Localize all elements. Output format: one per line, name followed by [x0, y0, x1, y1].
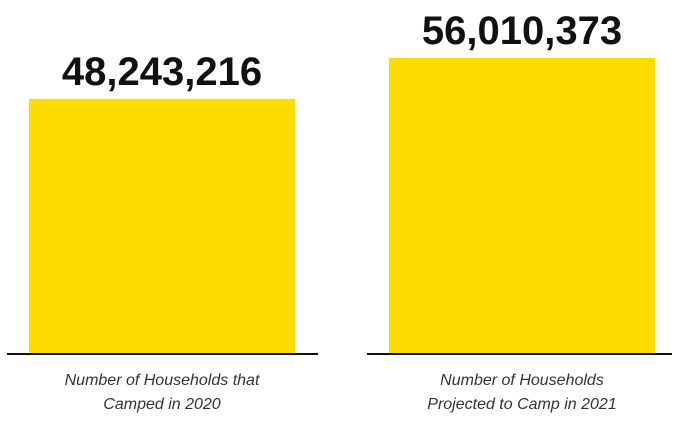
category-label-line: Projected to Camp in 2021 — [427, 396, 617, 413]
value-label-1: 56,010,373 — [422, 9, 622, 53]
category-label-line: Camped in 2020 — [103, 396, 221, 413]
bar-1 — [389, 58, 655, 353]
category-label-2021: Number of Households Projected to Camp i… — [372, 369, 672, 417]
category-label-line: Number of Households that — [64, 372, 260, 389]
category-label-line: Number of Households — [440, 372, 604, 389]
value-label-0: 48,243,216 — [62, 50, 262, 94]
bar-0 — [29, 98, 295, 354]
category-label-2020: Number of Households that Camped in 2020 — [12, 369, 312, 417]
